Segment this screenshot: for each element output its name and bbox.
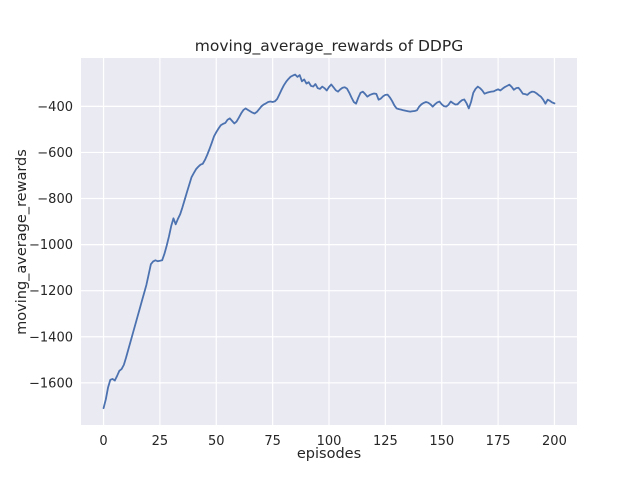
y-tick-label: −1400	[29, 330, 73, 345]
y-tick-label: −600	[37, 146, 73, 161]
x-tick-label: 25	[152, 434, 169, 449]
x-tick-label: 200	[542, 434, 567, 449]
y-tick-label: −1000	[29, 238, 73, 253]
y-tick-label: −400	[37, 100, 73, 115]
x-tick-label: 75	[264, 434, 281, 449]
x-tick-label: 175	[486, 434, 511, 449]
series-line	[102, 73, 556, 410]
x-tick-label: 50	[208, 434, 225, 449]
x-tick-label: 0	[99, 434, 107, 449]
x-tick-label: 150	[429, 434, 454, 449]
y-tick-label: −1200	[29, 284, 73, 299]
x-tick-label: 125	[373, 434, 398, 449]
y-tick-label: −800	[37, 192, 73, 207]
chart-title: moving_average_rewards of DDPG	[194, 37, 464, 55]
x-tick-label: 100	[317, 434, 342, 449]
y-axis-label: moving_average_rewards	[14, 149, 30, 335]
y-tick-label: −1600	[29, 376, 73, 391]
x-axis-label: episodes	[296, 446, 362, 462]
